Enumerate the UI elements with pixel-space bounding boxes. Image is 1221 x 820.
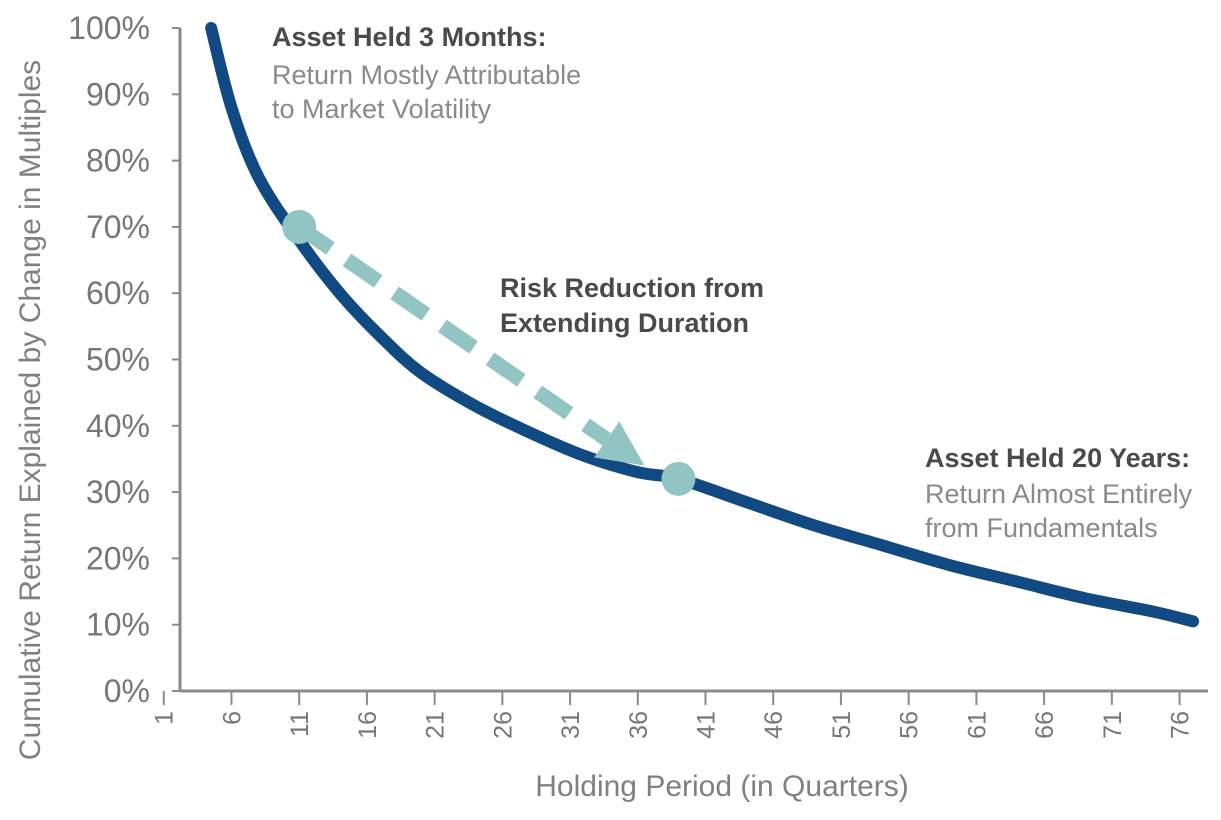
annotation-20-years-line-2: from Fundamentals <box>925 513 1158 543</box>
x-tick-label: 56 <box>896 711 924 739</box>
y-ticks: 0% 10% 20% 30% 40% 50% 60% 70% 80% 90% 100% <box>68 10 180 709</box>
x-tick-label: 21 <box>422 711 450 739</box>
x-tick-label: 1 <box>151 711 179 725</box>
annotation-risk-reduction-line-1: Extending Duration <box>500 308 749 338</box>
y-tick-label: 80% <box>86 143 150 179</box>
y-tick-label: 0% <box>104 673 150 709</box>
annotation-3-months-line-1: Return Mostly Attributable <box>272 60 581 90</box>
y-axis-label: Cumulative Return Explained by Change in… <box>14 60 47 760</box>
y-tick-label: 50% <box>86 342 150 378</box>
x-tick-label: 46 <box>760 711 788 739</box>
annotation-20-years-line-1: Return Almost Entirely <box>925 479 1193 509</box>
y-tick-label: 40% <box>86 408 150 444</box>
risk-reduction-arrow-head <box>594 421 645 466</box>
risk-reduction-arrow-shaft <box>294 220 611 446</box>
x-tick-label: 6 <box>218 711 246 725</box>
annotation-20-years: Asset Held 20 Years: Return Almost Entir… <box>925 443 1193 543</box>
y-tick-label: 20% <box>86 540 150 576</box>
y-tick-label: 70% <box>86 209 150 245</box>
annotation-risk-reduction-title: Risk Reduction from <box>500 273 764 303</box>
highlight-marker-1 <box>661 461 696 496</box>
y-tick-label: 90% <box>86 76 150 112</box>
annotation-20-years-title: Asset Held 20 Years: <box>925 443 1190 473</box>
annotation-3-months-line-2: to Market Volatility <box>272 94 492 124</box>
y-tick-label: 30% <box>86 474 150 510</box>
arrow-layer <box>294 220 645 466</box>
x-ticks: 1 6 11 16 21 26 31 36 41 46 51 56 61 66 71 76 <box>151 691 1195 739</box>
x-axis-label: Holding Period (in Quarters) <box>535 770 909 803</box>
highlight-marker-0 <box>282 209 317 244</box>
x-tick-label: 41 <box>693 711 721 739</box>
x-tick-label: 71 <box>1099 711 1127 739</box>
y-tick-label: 10% <box>86 607 150 643</box>
y-tick-label: 60% <box>86 275 150 311</box>
annotation-risk-reduction: Risk Reduction from Extending Duration <box>500 273 764 338</box>
marker-layer <box>282 209 696 496</box>
x-tick-label: 66 <box>1031 711 1059 739</box>
annotation-3-months: Asset Held 3 Months: Return Mostly Attri… <box>272 22 581 124</box>
x-tick-label: 51 <box>828 711 856 739</box>
y-tick-label: 100% <box>68 10 150 46</box>
x-tick-label: 16 <box>354 711 382 739</box>
annotation-3-months-title: Asset Held 3 Months: <box>272 22 547 52</box>
x-tick-label: 11 <box>286 711 314 737</box>
x-tick-label: 76 <box>1167 711 1195 739</box>
x-tick-label: 31 <box>557 711 585 739</box>
x-tick-label: 26 <box>489 711 517 739</box>
x-tick-label: 61 <box>963 711 991 739</box>
x-tick-label: 36 <box>625 711 653 739</box>
